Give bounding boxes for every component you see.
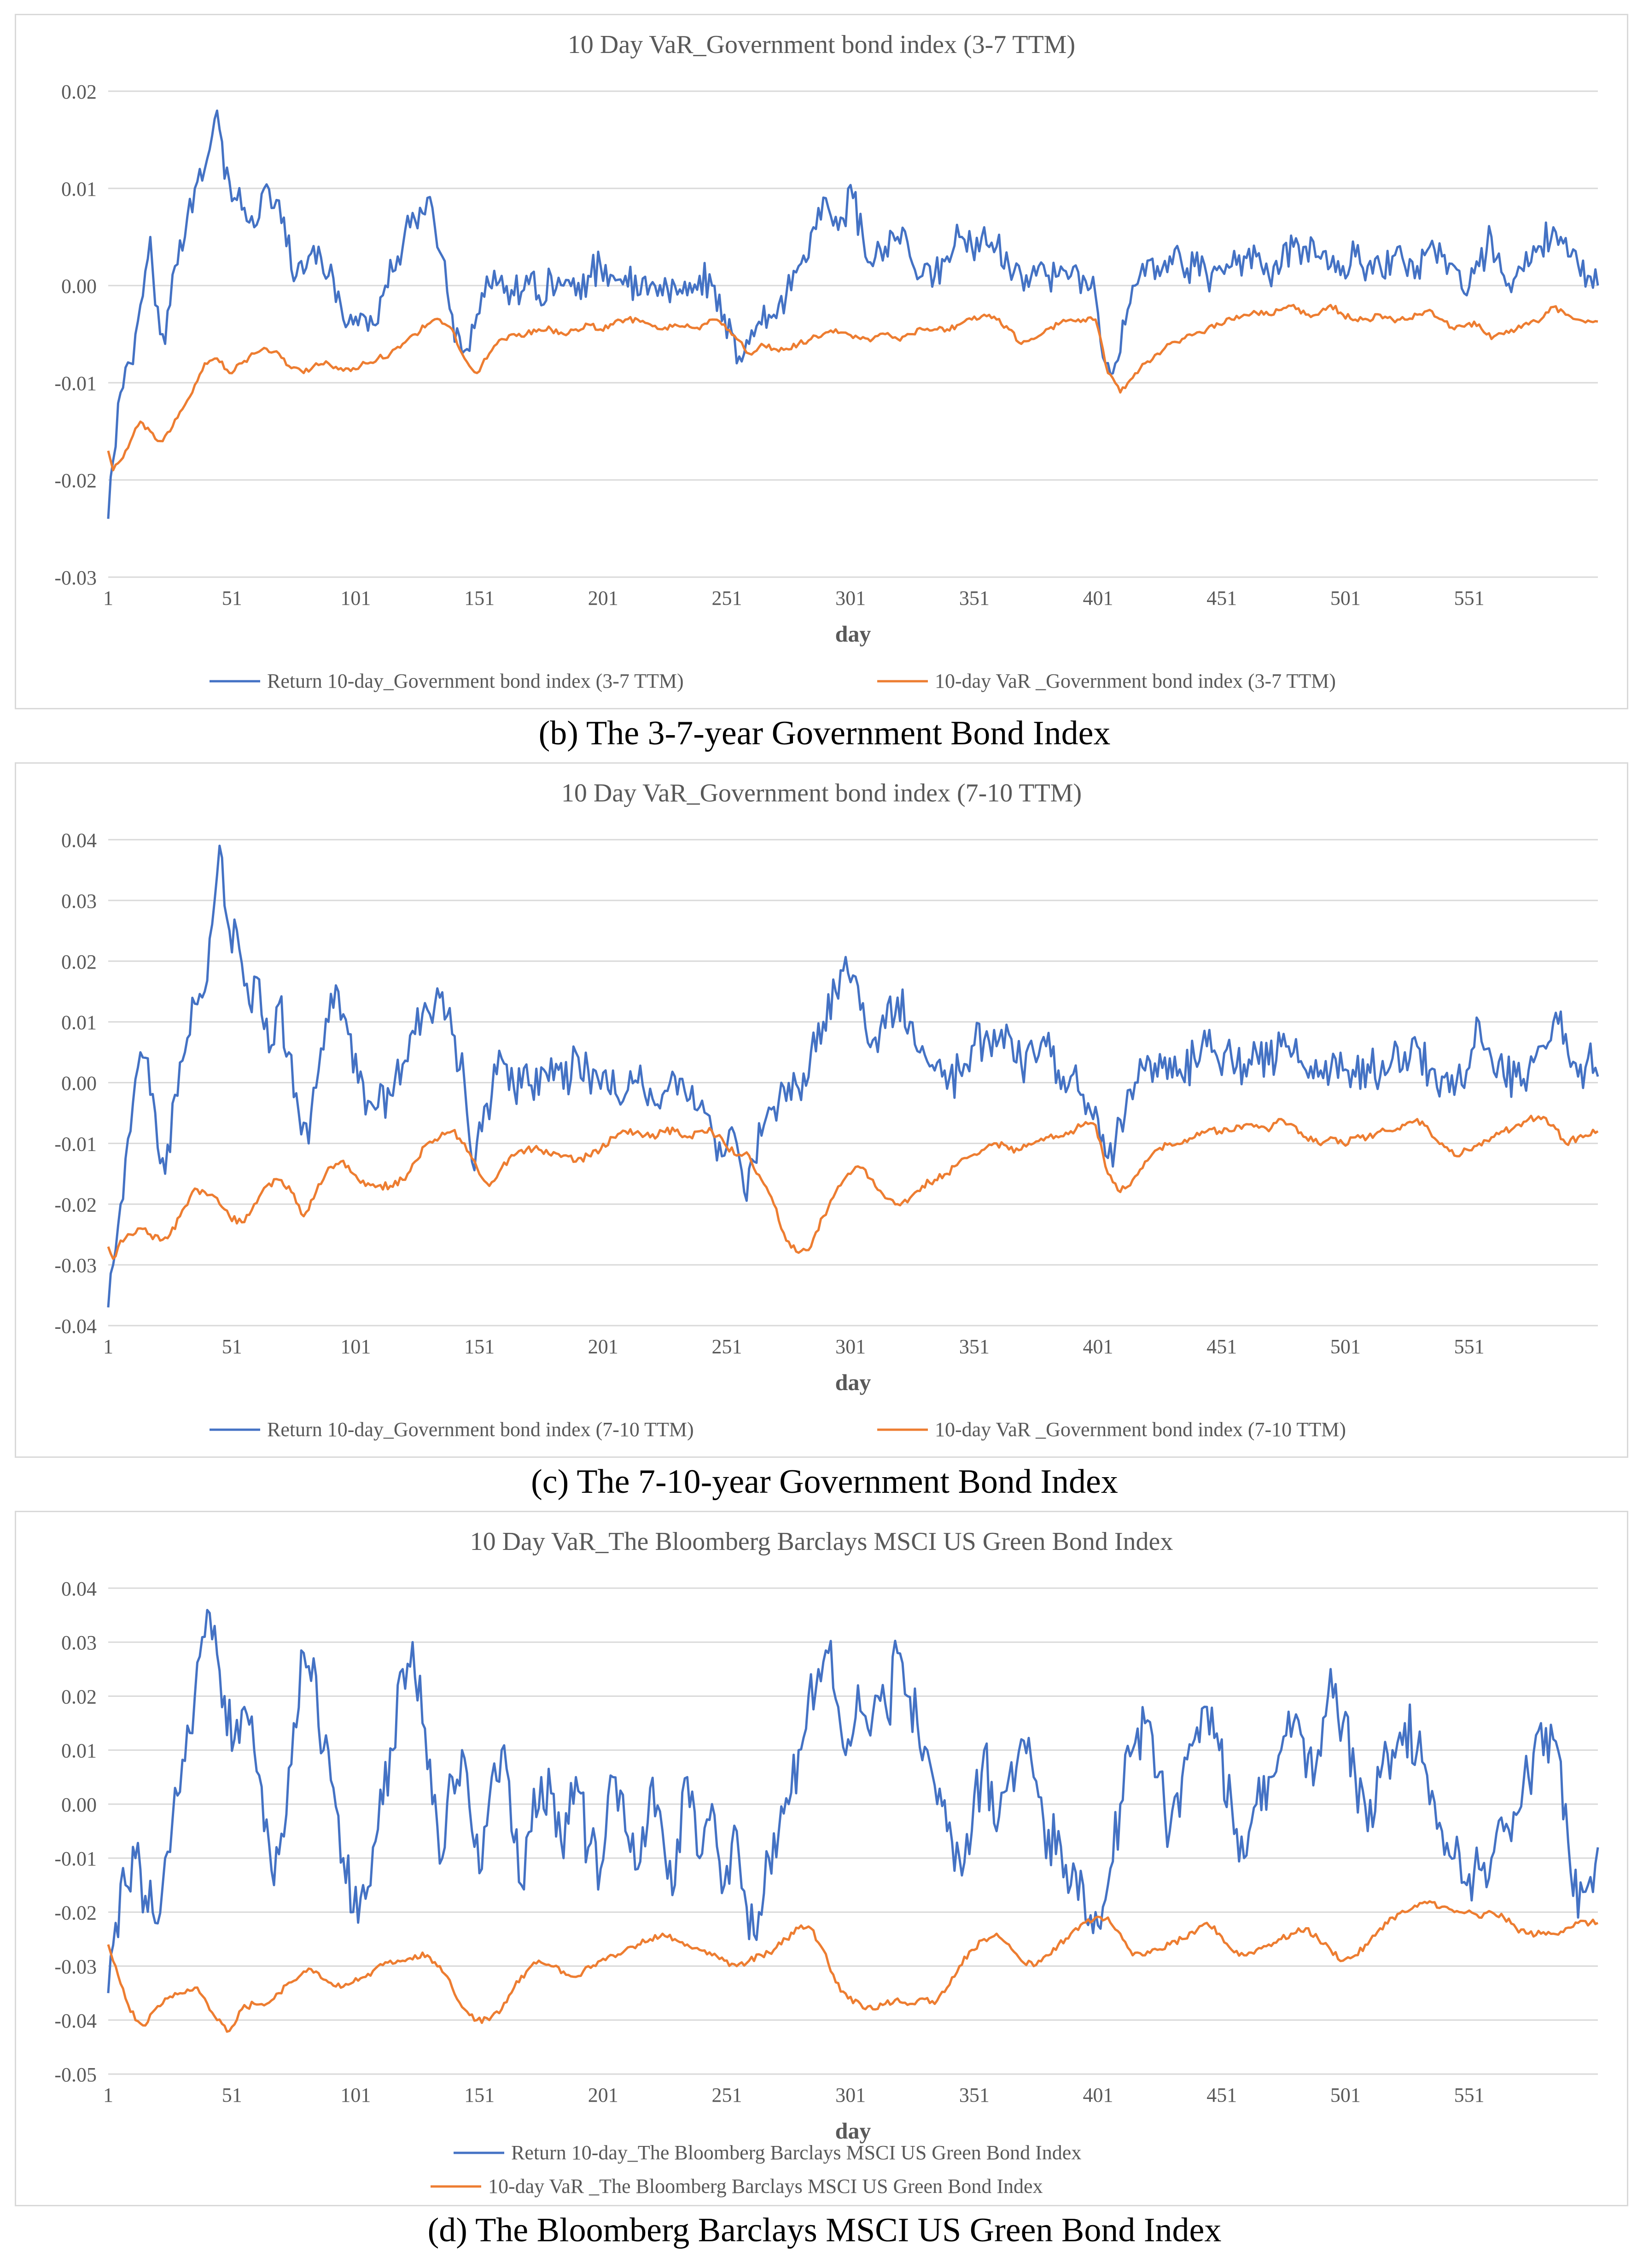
x-tick-label: 101: [340, 2084, 371, 2106]
x-tick-label: 1: [103, 2084, 113, 2106]
x-axis-label: day: [835, 1369, 871, 1395]
y-tick-label: -0.03: [54, 1254, 97, 1277]
legend-var-label: 10-day VaR _Government bond index (3-7 T…: [935, 670, 1336, 692]
y-tick-label: -0.01: [54, 1847, 97, 1870]
y-tick-label: 0.00: [61, 1794, 97, 1816]
y-tick-label: 0.02: [61, 81, 97, 103]
y-tick-label: -0.05: [54, 2063, 97, 2086]
y-tick-label: 0.00: [61, 275, 97, 298]
chart-panel-b: 10 Day VaR_Government bond index (3-7 TT…: [15, 14, 1628, 709]
chart-title: 10 Day VaR_Government bond index (3-7 TT…: [568, 30, 1075, 59]
x-tick-label: 51: [222, 587, 242, 609]
x-tick-label: 151: [464, 1335, 495, 1358]
chart-title: 10 Day VaR_Government bond index (7-10 T…: [561, 779, 1082, 807]
y-tick-label: 0.04: [61, 829, 97, 852]
x-tick-label: 501: [1330, 2084, 1361, 2106]
x-tick-label: 101: [340, 587, 371, 609]
y-tick-label: -0.03: [54, 1956, 97, 1978]
chart-panel-d: 10 Day VaR_The Bloomberg Barclays MSCI U…: [15, 1511, 1628, 2206]
y-tick-label: -0.04: [54, 2010, 97, 2032]
x-tick-label: 351: [959, 2084, 990, 2106]
y-tick-label: -0.01: [54, 1133, 97, 1155]
chart-c-svg: 10 Day VaR_Government bond index (7-10 T…: [54, 779, 1599, 1441]
x-tick-label: 201: [588, 587, 618, 609]
y-tick-label: -0.01: [54, 372, 97, 395]
y-tick-label: 0.02: [61, 1685, 97, 1708]
y-tick-label: 0.03: [61, 890, 97, 912]
y-tick-label: 0.01: [61, 1011, 97, 1034]
y-tick-label: 0.04: [61, 1578, 97, 1600]
x-axis-label: day: [835, 2118, 871, 2144]
x-tick-label: 201: [588, 1335, 618, 1358]
y-tick-label: 0.01: [61, 178, 97, 200]
y-tick-label: -0.02: [54, 469, 97, 492]
var-series-line: [107, 304, 1598, 472]
x-tick-label: 451: [1206, 1335, 1237, 1358]
caption-c: (c) The 7-10-year Government Bond Index: [531, 1463, 1118, 1501]
legend-var-label: 10-day VaR _Government bond index (7-10 …: [935, 1418, 1346, 1441]
legend-var-label: 10-day VaR _The Bloomberg Barclays MSCI …: [488, 2175, 1043, 2198]
return-series-line: [107, 844, 1599, 1308]
caption-d: (d) The Bloomberg Barclays MSCI US Green…: [427, 2211, 1222, 2249]
x-tick-label: 451: [1206, 587, 1237, 609]
legend-return-label: Return 10-day_The Bloomberg Barclays MSC…: [511, 2141, 1081, 2164]
x-tick-label: 301: [835, 2084, 866, 2106]
y-tick-label: -0.04: [54, 1315, 97, 1338]
x-tick-label: 251: [711, 2084, 742, 2106]
x-tick-label: 351: [959, 1335, 990, 1358]
chart-title: 10 Day VaR_The Bloomberg Barclays MSCI U…: [470, 1527, 1173, 1556]
x-tick-label: 401: [1083, 1335, 1113, 1358]
y-tick-label: -0.02: [54, 1193, 97, 1216]
return-series-line: [107, 1609, 1599, 1993]
chart-b-svg: 10 Day VaR_Government bond index (3-7 TT…: [54, 30, 1599, 692]
x-tick-label: 301: [835, 1335, 866, 1358]
legend-return-label: Return 10-day_Government bond index (3-7…: [267, 670, 684, 692]
caption-b: (b) The 3-7-year Government Bond Index: [538, 714, 1111, 752]
chart-panel-c: 10 Day VaR_Government bond index (7-10 T…: [15, 762, 1628, 1458]
legend-return-label: Return 10-day_Government bond index (7-1…: [267, 1418, 694, 1441]
x-tick-label: 101: [340, 1335, 371, 1358]
var-series-line: [107, 1115, 1599, 1260]
x-tick-label: 151: [464, 2084, 495, 2106]
x-tick-label: 501: [1330, 587, 1361, 609]
x-tick-label: 401: [1083, 587, 1113, 609]
x-tick-label: 51: [222, 2084, 242, 2106]
return-series-line: [107, 109, 1599, 519]
x-tick-label: 151: [464, 587, 495, 609]
x-tick-label: 251: [711, 587, 742, 609]
y-tick-label: -0.02: [54, 1901, 97, 1924]
x-axis-label: day: [835, 621, 871, 647]
x-tick-label: 1: [103, 587, 113, 609]
x-tick-label: 501: [1330, 1335, 1361, 1358]
x-tick-label: 351: [959, 587, 990, 609]
x-tick-label: 301: [835, 587, 866, 609]
x-tick-label: 551: [1454, 587, 1485, 609]
y-tick-label: 0.02: [61, 951, 97, 973]
x-tick-label: 201: [588, 2084, 618, 2106]
y-tick-label: 0.01: [61, 1740, 97, 1762]
x-tick-label: 51: [222, 1335, 242, 1358]
x-tick-label: 401: [1083, 2084, 1113, 2106]
x-tick-label: 1: [103, 1335, 113, 1358]
chart-d-svg: 10 Day VaR_The Bloomberg Barclays MSCI U…: [54, 1527, 1599, 2198]
y-tick-label: -0.03: [54, 567, 97, 589]
x-tick-label: 551: [1454, 2084, 1485, 2106]
x-tick-label: 551: [1454, 1335, 1485, 1358]
x-tick-label: 251: [711, 1335, 742, 1358]
x-tick-label: 451: [1206, 2084, 1237, 2106]
y-tick-label: 0.03: [61, 1631, 97, 1654]
y-tick-label: 0.00: [61, 1072, 97, 1095]
var-series-line: [107, 1900, 1599, 2033]
